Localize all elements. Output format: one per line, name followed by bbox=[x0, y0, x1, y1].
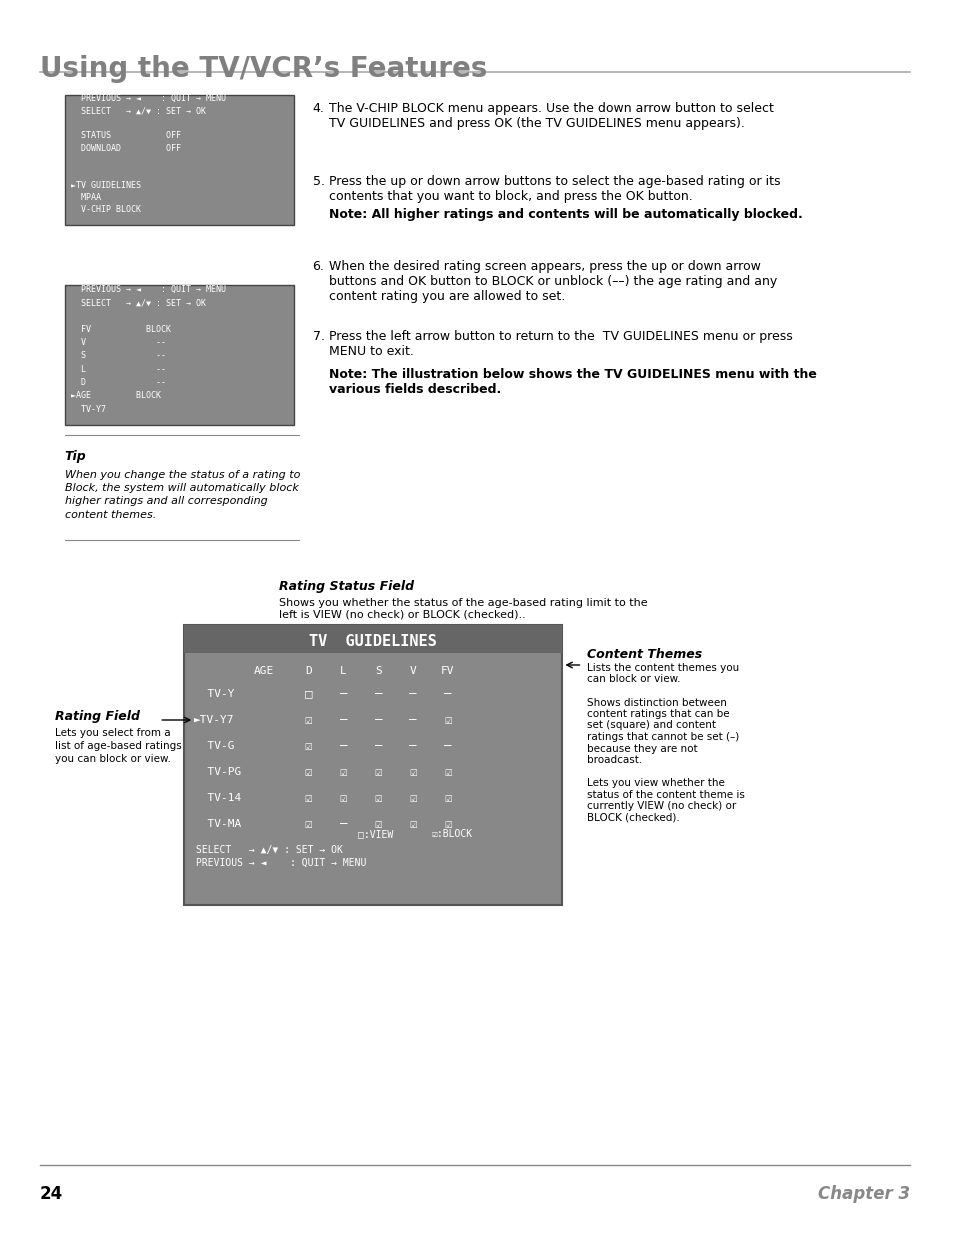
Text: ☑: ☑ bbox=[444, 818, 452, 830]
Text: –: – bbox=[444, 740, 452, 752]
Text: ►AGE         BLOCK: ►AGE BLOCK bbox=[71, 391, 160, 400]
Bar bbox=[65, 95, 294, 225]
Text: currently VIEW (no check) or: currently VIEW (no check) or bbox=[587, 802, 736, 811]
Text: When the desired rating screen appears, press the up or down arrow
buttons and O: When the desired rating screen appears, … bbox=[328, 261, 776, 303]
Text: ►TV-Y7: ►TV-Y7 bbox=[193, 715, 234, 725]
Text: ☑: ☑ bbox=[444, 766, 452, 778]
Text: V-CHIP BLOCK: V-CHIP BLOCK bbox=[71, 205, 140, 215]
Text: ☑:BLOCK: ☑:BLOCK bbox=[432, 829, 473, 839]
Text: Tip: Tip bbox=[65, 450, 87, 463]
Text: ☑: ☑ bbox=[375, 792, 381, 804]
Text: The V-CHIP BLOCK menu appears. Use the down arrow button to select
TV GUIDELINES: The V-CHIP BLOCK menu appears. Use the d… bbox=[328, 103, 773, 130]
Text: Lets you view whether the: Lets you view whether the bbox=[587, 778, 724, 788]
Text: set (square) and content: set (square) and content bbox=[587, 720, 716, 730]
Text: 5.: 5. bbox=[313, 175, 324, 188]
Bar bbox=[184, 625, 562, 653]
Text: because they are not: because they are not bbox=[587, 743, 698, 753]
Text: ☑: ☑ bbox=[305, 818, 312, 830]
Text: status of the content theme is: status of the content theme is bbox=[587, 789, 744, 799]
Text: Shows you whether the status of the age-based rating limit to the
left is VIEW (: Shows you whether the status of the age-… bbox=[278, 598, 647, 620]
Text: ☑: ☑ bbox=[305, 766, 312, 778]
Text: SELECT   → ▲/▼ : SET → OK: SELECT → ▲/▼ : SET → OK bbox=[71, 106, 206, 115]
Text: broadcast.: broadcast. bbox=[587, 755, 642, 764]
Text: D              --: D -- bbox=[71, 378, 166, 387]
Text: Rating Field: Rating Field bbox=[54, 710, 139, 722]
Bar bbox=[184, 625, 562, 905]
Text: TV-PG: TV-PG bbox=[193, 767, 241, 777]
Text: ratings that cannot be set (–): ratings that cannot be set (–) bbox=[587, 732, 739, 742]
Text: 7.: 7. bbox=[313, 330, 324, 343]
Text: Note: All higher ratings and contents will be automatically blocked.: Note: All higher ratings and contents wi… bbox=[328, 207, 801, 221]
Text: ►TV GUIDELINES: ►TV GUIDELINES bbox=[71, 180, 140, 190]
Text: PREVIOUS → ◄    : QUIT → MENU: PREVIOUS → ◄ : QUIT → MENU bbox=[196, 858, 366, 868]
Text: L: L bbox=[339, 666, 347, 676]
Text: S              --: S -- bbox=[71, 351, 166, 361]
Text: TV-14: TV-14 bbox=[193, 793, 241, 803]
Text: Note: The illustration below shows the TV GUIDELINES menu with the
various field: Note: The illustration below shows the T… bbox=[328, 368, 816, 396]
Text: –: – bbox=[375, 688, 381, 700]
Text: –: – bbox=[339, 688, 347, 700]
Text: SELECT   → ▲/▼ : SET → OK: SELECT → ▲/▼ : SET → OK bbox=[71, 298, 206, 308]
Text: content ratings that can be: content ratings that can be bbox=[587, 709, 729, 719]
Text: V: V bbox=[410, 666, 416, 676]
Text: ☑: ☑ bbox=[409, 766, 416, 778]
Text: ☑: ☑ bbox=[305, 740, 312, 752]
Text: TV-MA: TV-MA bbox=[193, 819, 241, 829]
Text: –: – bbox=[339, 714, 347, 726]
Text: ☑: ☑ bbox=[375, 818, 381, 830]
Text: 4.: 4. bbox=[313, 103, 324, 115]
Text: S: S bbox=[375, 666, 381, 676]
Text: Chapter 3: Chapter 3 bbox=[817, 1186, 909, 1203]
Text: ☑: ☑ bbox=[339, 766, 347, 778]
Text: DOWNLOAD         OFF: DOWNLOAD OFF bbox=[71, 143, 180, 153]
Text: STATUS           OFF: STATUS OFF bbox=[71, 131, 180, 141]
Text: –: – bbox=[444, 688, 452, 700]
Text: TV-G: TV-G bbox=[193, 741, 234, 751]
Text: ☑: ☑ bbox=[339, 792, 347, 804]
Text: Lists the content themes you: Lists the content themes you bbox=[587, 663, 739, 673]
Text: 24: 24 bbox=[40, 1186, 63, 1203]
Text: BLOCK (checked).: BLOCK (checked). bbox=[587, 813, 679, 823]
Text: V              --: V -- bbox=[71, 338, 166, 347]
Text: ☑: ☑ bbox=[305, 792, 312, 804]
Text: FV: FV bbox=[441, 666, 455, 676]
Text: □:VIEW: □:VIEW bbox=[357, 829, 393, 839]
Text: ☑: ☑ bbox=[444, 792, 452, 804]
Text: TV-Y7: TV-Y7 bbox=[71, 405, 106, 414]
Text: Content Themes: Content Themes bbox=[587, 648, 701, 661]
Text: L              --: L -- bbox=[71, 364, 166, 374]
Text: Using the TV/VCR’s Features: Using the TV/VCR’s Features bbox=[40, 56, 487, 83]
Text: –: – bbox=[339, 740, 347, 752]
Text: PREVIOUS → ◄    : QUIT → MENU: PREVIOUS → ◄ : QUIT → MENU bbox=[71, 94, 226, 103]
Text: TV  GUIDELINES: TV GUIDELINES bbox=[309, 634, 436, 648]
Text: –: – bbox=[375, 714, 381, 726]
Text: –: – bbox=[339, 818, 347, 830]
Text: Press the left arrow button to return to the  TV GUIDELINES menu or press
MENU t: Press the left arrow button to return to… bbox=[328, 330, 791, 358]
Text: –: – bbox=[409, 688, 416, 700]
Text: –: – bbox=[409, 714, 416, 726]
Text: AGE: AGE bbox=[253, 666, 274, 676]
Text: When you change the status of a rating to
Block, the system will automatically b: When you change the status of a rating t… bbox=[65, 471, 300, 520]
Text: MPAA: MPAA bbox=[71, 193, 101, 203]
Text: –: – bbox=[409, 740, 416, 752]
Text: ☑: ☑ bbox=[305, 714, 312, 726]
Text: Shows distinction between: Shows distinction between bbox=[587, 698, 726, 708]
Text: D: D bbox=[305, 666, 312, 676]
Text: –: – bbox=[375, 740, 381, 752]
Text: ☑: ☑ bbox=[375, 766, 381, 778]
Text: SELECT   → ▲/▼ : SET → OK: SELECT → ▲/▼ : SET → OK bbox=[196, 845, 343, 855]
Text: 6.: 6. bbox=[313, 261, 324, 273]
Text: TV-Y: TV-Y bbox=[193, 689, 234, 699]
Text: can block or view.: can block or view. bbox=[587, 674, 680, 684]
Text: PREVIOUS → ◄    : QUIT → MENU: PREVIOUS → ◄ : QUIT → MENU bbox=[71, 284, 226, 294]
Text: □: □ bbox=[305, 688, 312, 700]
Text: ☑: ☑ bbox=[409, 818, 416, 830]
Text: Press the up or down arrow buttons to select the age-based rating or its
content: Press the up or down arrow buttons to se… bbox=[328, 175, 780, 203]
Text: ☑: ☑ bbox=[444, 714, 452, 726]
Text: FV           BLOCK: FV BLOCK bbox=[71, 325, 171, 333]
Text: Lets you select from a
list of age-based ratings
you can block or view.: Lets you select from a list of age-based… bbox=[54, 727, 181, 764]
Bar bbox=[65, 285, 294, 425]
Text: ☑: ☑ bbox=[409, 792, 416, 804]
Text: Rating Status Field: Rating Status Field bbox=[278, 580, 414, 593]
